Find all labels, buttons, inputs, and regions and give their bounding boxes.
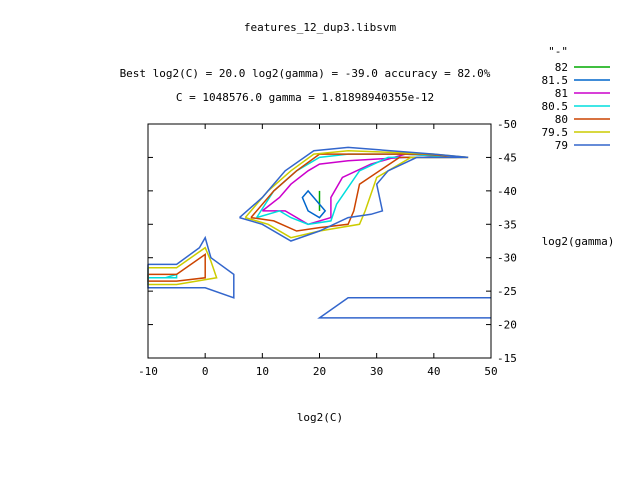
contour-line-80-5	[255, 153, 463, 226]
y-tick-label: -40	[497, 185, 517, 198]
y-tick-label: -30	[497, 252, 517, 265]
legend-label: 79.5	[542, 126, 569, 139]
x-tick-label: 20	[313, 365, 326, 378]
legend-label: 80	[555, 113, 568, 126]
legend-label: 81	[555, 87, 568, 100]
contour-line-79	[317, 297, 491, 319]
x-tick-label: 30	[370, 365, 383, 378]
y-axis-label: log2(gamma)	[542, 235, 615, 248]
chart-title: features_12_dup3.libsvm	[244, 21, 397, 34]
x-axis-label: log2(C)	[297, 411, 343, 424]
legend-title: "-"	[548, 45, 568, 58]
legend-label: 79	[555, 139, 568, 152]
y-tick-label: -20	[497, 319, 517, 332]
y-tick-label: -50	[497, 118, 517, 131]
legend-label: 82	[555, 61, 568, 74]
y-tick-label: -45	[497, 151, 517, 164]
contour-line-80	[250, 153, 469, 232]
legend-label: 81.5	[542, 74, 569, 87]
legend-label: 80.5	[542, 100, 569, 113]
contour-line-79-5	[147, 246, 218, 286]
x-tick-label: 50	[484, 365, 497, 378]
x-tick-label: 10	[256, 365, 269, 378]
x-tick-label: 40	[427, 365, 440, 378]
y-tick-label: -15	[497, 352, 517, 365]
contour-lines	[147, 146, 491, 319]
y-tick-label: -35	[497, 218, 517, 231]
contour-line-79	[147, 235, 235, 299]
chart-subtitle-1: Best log2(C) = 20.0 log2(gamma) = -39.0 …	[120, 67, 491, 80]
contour-line-79	[239, 146, 469, 242]
x-tick-label: 0	[202, 365, 209, 378]
chart-subtitle-2: C = 1048576.0 gamma = 1.81898940355e-12	[176, 91, 434, 104]
x-tick-label: -10	[138, 365, 158, 378]
x-axis-ticks: -10 0 10 20 30 40 50	[138, 124, 498, 378]
plot-frame	[147, 123, 492, 359]
y-tick-label: -25	[497, 285, 517, 298]
contour-line-81-5	[301, 189, 327, 219]
contour-line-81	[261, 153, 457, 226]
y-axis-ticks: -50 -45 -40 -35 -30 -25 -20 -15	[148, 118, 517, 365]
contour-line-79-5	[244, 149, 469, 239]
